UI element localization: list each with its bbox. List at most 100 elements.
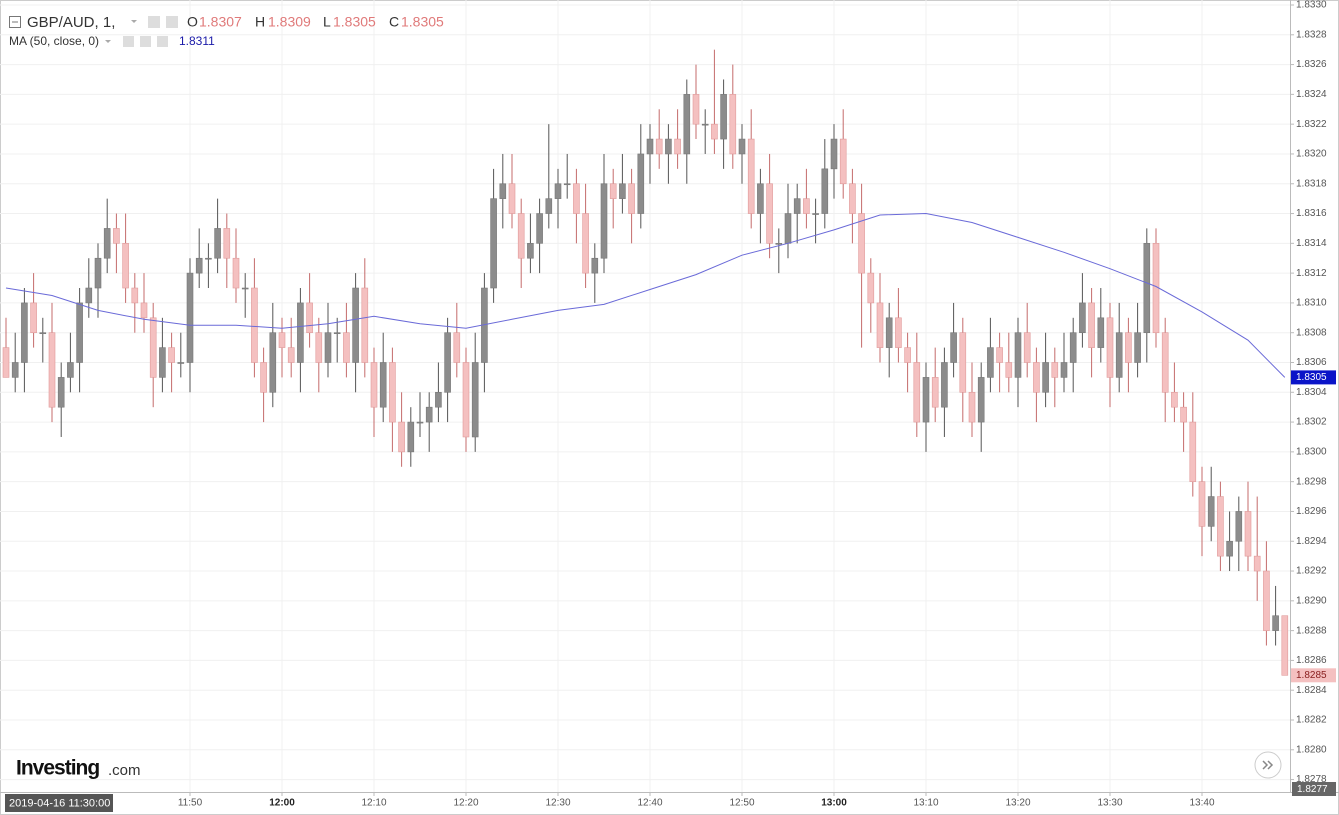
- candle-body: [1125, 332, 1132, 363]
- candle-body: [1281, 615, 1289, 676]
- candle-body: [1235, 511, 1243, 542]
- ohlc-value: 1.8305: [401, 14, 444, 30]
- candle-body: [941, 362, 948, 408]
- candle-body: [361, 287, 369, 363]
- candle-body: [398, 421, 405, 453]
- x-tick-label: 13:10: [913, 798, 938, 809]
- candle-body: [803, 198, 810, 214]
- candle-body: [1263, 570, 1270, 631]
- grid: [0, 0, 1290, 792]
- candle-body: [849, 183, 856, 214]
- candle-body: [76, 302, 83, 363]
- candle-body: [149, 317, 157, 378]
- candle-body: [858, 213, 865, 274]
- y-tick-label: 1.8302: [1296, 417, 1327, 428]
- candle-body: [646, 138, 654, 155]
- settings-icon[interactable]: [140, 36, 151, 47]
- candle-body: [775, 243, 783, 245]
- y-tick-label: 1.8278: [1296, 774, 1327, 785]
- ohlc-value: 1.8309: [268, 14, 311, 30]
- scroll-icon: [1262, 760, 1274, 770]
- ohlc-value: 1.8307: [199, 14, 242, 30]
- y-tick-label: 1.8316: [1296, 208, 1327, 219]
- candle-body: [131, 287, 139, 304]
- candle-body: [1023, 332, 1031, 363]
- settings-icon[interactable]: [123, 36, 134, 47]
- candle-body: [1097, 317, 1105, 348]
- candle-body: [683, 94, 691, 155]
- x-tick-label: 12:40: [637, 798, 662, 809]
- candle-body: [1161, 332, 1169, 393]
- y-tick-label: 1.8286: [1296, 655, 1327, 666]
- candle-body: [931, 377, 939, 408]
- candle-body: [444, 332, 451, 393]
- candle-body: [195, 257, 203, 274]
- candle-body: [1069, 332, 1077, 363]
- dropdown[interactable]: [105, 40, 111, 43]
- candle-body: [1005, 362, 1013, 378]
- candle-body: [692, 94, 700, 125]
- candle-body: [2, 347, 10, 378]
- candle-body: [1189, 421, 1197, 482]
- y-tick-label: 1.8310: [1296, 298, 1327, 309]
- y-tick-label: 1.8292: [1296, 566, 1327, 577]
- candle-body: [674, 138, 681, 155]
- candle-body: [269, 332, 277, 393]
- plot: [2, 49, 1289, 676]
- candle-body: [159, 347, 166, 378]
- candle-body: [747, 138, 755, 214]
- candle-body: [21, 302, 28, 363]
- y-tick-label: 1.8312: [1296, 268, 1327, 279]
- y-tick-label: 1.8288: [1296, 625, 1327, 636]
- candle-body: [57, 377, 65, 408]
- settings-icon[interactable]: [157, 36, 168, 47]
- candle-body: [812, 213, 819, 215]
- candle-body: [1088, 302, 1095, 348]
- candle-body: [1042, 362, 1049, 393]
- candle-body: [913, 362, 921, 423]
- ma-name: MA (50, close, 0): [9, 34, 99, 48]
- candle-body: [1106, 317, 1114, 378]
- last-price-label: 1.8285: [1296, 670, 1327, 681]
- candle-body: [996, 347, 1003, 363]
- settings-icon[interactable]: [148, 16, 160, 28]
- candle-body: [1272, 615, 1279, 631]
- candle-body: [950, 332, 957, 363]
- candle-body: [766, 183, 773, 244]
- last-price-box: [1291, 668, 1336, 683]
- x-tick-label: 13:00: [821, 798, 847, 809]
- y-tick-label: 1.8304: [1296, 387, 1327, 398]
- candle-body: [600, 183, 608, 259]
- candle-body: [251, 287, 258, 363]
- candle-body: [370, 362, 378, 408]
- scroll-button[interactable]: [1254, 751, 1282, 779]
- candle-body: [333, 332, 341, 335]
- logo-main: Investing: [16, 757, 99, 780]
- candle-body: [904, 347, 911, 363]
- candle-body: [830, 138, 838, 170]
- candle-body: [738, 138, 746, 155]
- candle-body: [619, 183, 626, 199]
- candle-body: [1060, 362, 1068, 378]
- candle-body: [30, 302, 37, 334]
- candle-body: [655, 138, 663, 155]
- y-tick-label: 1.8318: [1296, 178, 1327, 189]
- candle-body: [1253, 555, 1261, 572]
- candle-body: [67, 362, 74, 378]
- candle-body: [278, 332, 286, 348]
- candle-body: [987, 347, 994, 378]
- crosshair-price: 1.8277: [1297, 784, 1328, 795]
- candle-body: [168, 347, 175, 363]
- y-tick-label: 1.8306: [1296, 357, 1327, 368]
- candle-body: [39, 332, 47, 335]
- candle-body: [11, 362, 19, 378]
- x-tick-label: 11:50: [178, 798, 203, 809]
- candle-body: [223, 228, 231, 259]
- candle-body: [609, 183, 617, 199]
- candle-body: [241, 287, 249, 290]
- candle-body: [232, 257, 240, 289]
- ohlc-label: H: [255, 14, 265, 30]
- settings-icon[interactable]: [166, 16, 178, 28]
- dropdown[interactable]: [131, 20, 137, 23]
